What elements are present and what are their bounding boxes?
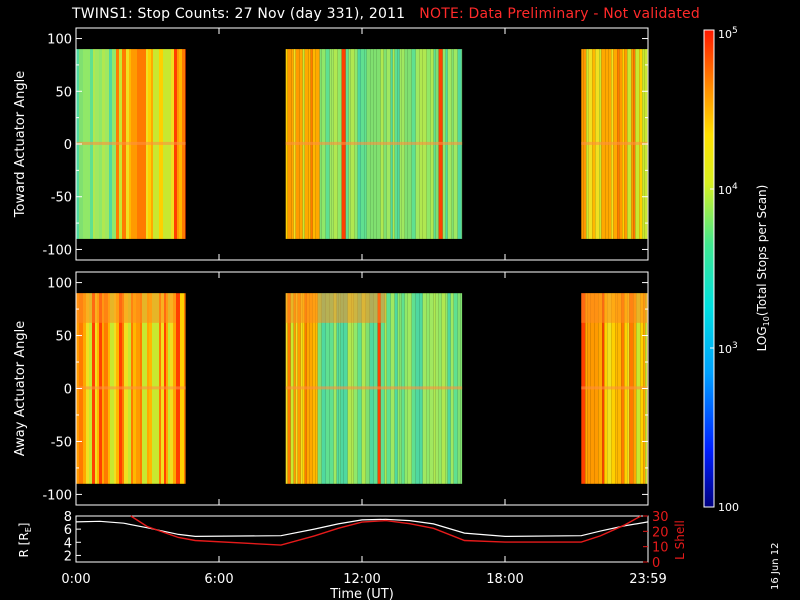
series-r-line: [75, 518, 649, 538]
away-panel: 100 50 0 -50 -100 Away Actuator Angle: [13, 271, 649, 506]
y-tick-label: -100: [42, 488, 72, 503]
y-axis-label: Away Actuator Angle: [13, 321, 28, 456]
y-tick-label: 0: [64, 138, 72, 153]
orbit-frame: [75, 515, 649, 563]
colorbar-tick-label: 105: [718, 26, 738, 41]
y-tick-label: 50: [55, 330, 72, 345]
lshell-axis-label: L Shell: [673, 520, 687, 560]
x-tick-label: 0:00: [61, 572, 90, 587]
colorbar-tick-label: 100: [718, 501, 739, 514]
y-tick-label: 50: [55, 85, 72, 100]
zero-angle-band: [285, 386, 463, 390]
series-lshell-line: [130, 515, 642, 546]
lshell-tick-label: 30: [652, 510, 669, 525]
r-tick-label: 2: [64, 549, 72, 564]
preliminary-note: NOTE: Data Preliminary - Not validated: [419, 6, 700, 22]
zero-angle-band: [581, 386, 648, 390]
x-tick-label: 23:59: [629, 572, 666, 587]
colorbar: 105 104 103 100 LOG10(Total Stops per Scan): [703, 26, 771, 514]
lshell-tick-label: 20: [652, 525, 669, 540]
high-angle-band: [76, 293, 176, 323]
x-tick-label: 6:00: [204, 572, 233, 587]
chart-title: TWINS1: Stop Counts: 27 Nov (day 331), 2…: [72, 6, 700, 22]
toward-panel: 100 50 0 -50 -100 Toward Actuator Angle: [13, 27, 649, 261]
colorbar-label: LOG10(Total Stops per Scan): [755, 185, 771, 352]
colorbar-gradient: [703, 29, 715, 508]
r-axis-label: R [RE]: [17, 523, 33, 558]
y-tick-label: 100: [47, 277, 72, 292]
date-stamp: 16 Jun 12: [770, 542, 781, 590]
zero-angle-band: [285, 141, 463, 145]
x-tick-label: 18:00: [486, 572, 523, 587]
high-angle-band: [581, 293, 648, 323]
zero-angle-band: [581, 141, 648, 145]
r-tick-label: 6: [64, 523, 72, 538]
y-tick-label: -100: [42, 243, 72, 258]
lshell-tick-label: 10: [652, 541, 669, 556]
y-tick-label: 0: [64, 383, 72, 398]
lshell-tick-label: 0: [652, 556, 660, 571]
y-tick-label: -50: [51, 191, 72, 206]
x-axis-label: Time (UT): [329, 587, 394, 600]
x-tick-label: 12:00: [343, 572, 380, 587]
r-tick-label: 8: [64, 510, 72, 525]
high-angle-band: [285, 293, 386, 323]
y-tick-label: -50: [51, 435, 72, 450]
zero-angle-band: [76, 141, 186, 145]
title-text: TWINS1: Stop Counts: 27 Nov (day 331), 2…: [72, 6, 406, 22]
y-axis-label: Toward Actuator Angle: [13, 71, 28, 218]
zero-angle-band: [76, 386, 186, 390]
colorbar-tick-label: 104: [718, 182, 738, 197]
r-tick-label: 4: [64, 536, 72, 551]
colorbar-tick-label: 103: [718, 341, 738, 356]
y-tick-label: 100: [47, 33, 72, 48]
